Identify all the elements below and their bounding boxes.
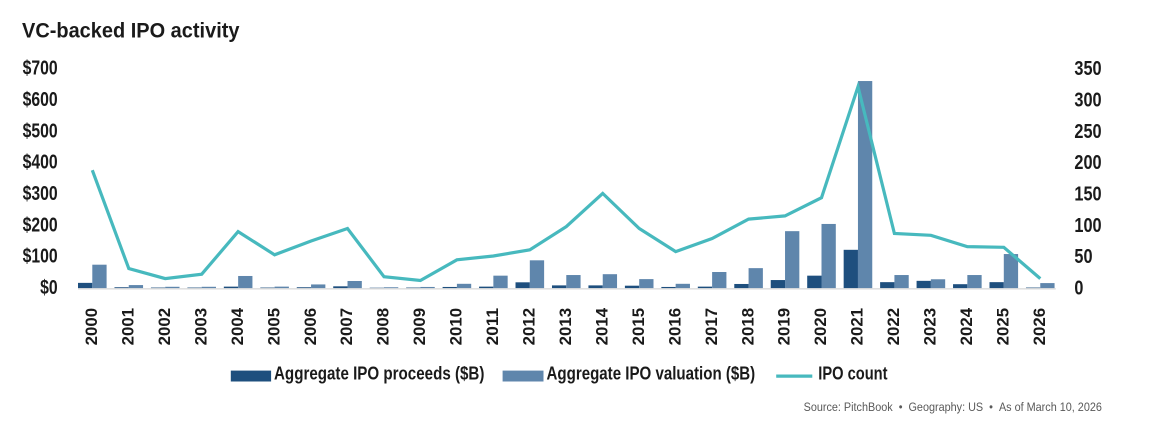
svg-text:100: 100: [1074, 214, 1101, 237]
svg-text:2007: 2007: [337, 308, 356, 346]
svg-text:2005: 2005: [264, 308, 283, 346]
svg-text:2003: 2003: [191, 308, 210, 346]
svg-text:2011: 2011: [483, 308, 502, 346]
svg-text:$400: $400: [23, 151, 58, 174]
svg-text:2017: 2017: [702, 308, 721, 346]
svg-text:50: 50: [1074, 245, 1092, 268]
svg-text:2000: 2000: [82, 308, 101, 346]
svg-text:2009: 2009: [410, 308, 429, 346]
svg-text:Source: PitchBook • Geograph: Source: PitchBook • Geography: US • As o…: [804, 400, 1102, 414]
svg-text:2015: 2015: [629, 308, 648, 346]
svg-text:2014: 2014: [592, 307, 611, 345]
svg-text:$300: $300: [23, 182, 58, 205]
svg-text:2026: 2026: [1030, 308, 1049, 346]
svg-text:200: 200: [1074, 151, 1101, 174]
svg-text:2021: 2021: [848, 308, 867, 346]
svg-text:VC-backed IPO activity: VC-backed IPO activity: [22, 18, 240, 42]
svg-text:2024: 2024: [957, 307, 976, 345]
svg-text:$100: $100: [23, 245, 58, 268]
svg-text:0: 0: [1074, 277, 1083, 300]
svg-text:$700: $700: [23, 57, 58, 80]
svg-text:350: 350: [1074, 57, 1101, 80]
svg-text:2025: 2025: [994, 308, 1013, 346]
svg-text:2010: 2010: [447, 308, 466, 346]
svg-text:$600: $600: [23, 88, 58, 111]
svg-text:2022: 2022: [884, 308, 903, 346]
svg-text:2008: 2008: [374, 308, 393, 346]
svg-text:2002: 2002: [155, 308, 174, 346]
svg-text:IPO count: IPO count: [818, 364, 887, 384]
svg-text:150: 150: [1074, 183, 1101, 206]
svg-text:2019: 2019: [775, 308, 794, 346]
svg-text:2013: 2013: [556, 308, 575, 346]
svg-text:$200: $200: [23, 213, 58, 236]
svg-text:2006: 2006: [301, 308, 320, 346]
svg-text:Aggregate IPO proceeds ($B): Aggregate IPO proceeds ($B): [274, 364, 484, 384]
svg-text:250: 250: [1074, 120, 1101, 143]
svg-text:2016: 2016: [665, 308, 684, 346]
svg-text:2001: 2001: [119, 308, 138, 346]
svg-text:2023: 2023: [921, 308, 940, 346]
svg-text:2004: 2004: [228, 307, 247, 345]
svg-text:2012: 2012: [520, 308, 539, 346]
svg-text:$0: $0: [40, 276, 58, 299]
svg-text:300: 300: [1074, 89, 1101, 112]
svg-text:2020: 2020: [811, 308, 830, 346]
svg-text:$500: $500: [23, 119, 58, 142]
svg-text:Aggregate IPO valuation ($B): Aggregate IPO valuation ($B): [547, 364, 756, 384]
svg-text:2018: 2018: [738, 308, 757, 346]
